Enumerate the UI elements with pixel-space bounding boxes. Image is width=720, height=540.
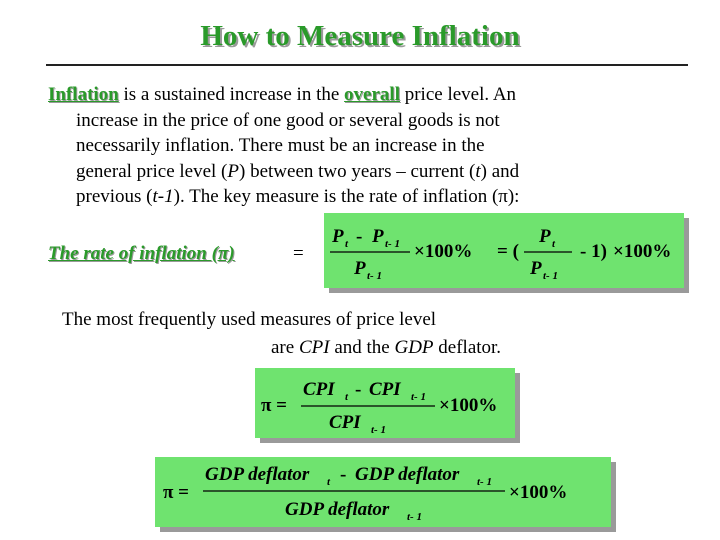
numerator-P-t1: P — [371, 226, 384, 247]
frequent-measures-line-2: are CPI and the GDP deflator. — [271, 337, 502, 358]
ratio-numerator-P-t: P — [538, 226, 551, 247]
svg-text:t: t — [345, 391, 349, 403]
intro-line-4: general price level (P) between two year… — [76, 160, 520, 182]
ratio-denominator-P-t1: P — [529, 258, 542, 279]
intro-line-2: increase in the price of one good or sev… — [76, 109, 500, 131]
pi-equals-gdp: π = — [163, 482, 189, 503]
pi-equals: π = — [261, 395, 287, 416]
svg-text:t- 1: t- 1 — [385, 238, 400, 250]
intro-line-5: previous (t-1). The key measure is the r… — [76, 186, 520, 207]
svg-text:t- 1: t- 1 — [407, 511, 422, 523]
inflation-formula: P t - P t- 1 P t- 1 ×100% = ( P t P t- 1… — [330, 226, 671, 282]
cpi-t1: CPI — [369, 379, 401, 400]
cpi-formula-box: π = CPI t - CPI t- 1 CPI t- 1 ×100% — [255, 368, 515, 438]
cpi-formula: π = CPI t - CPI t- 1 CPI t- 1 ×100% — [261, 379, 497, 436]
title-divider — [46, 64, 688, 66]
cpi-term: CPI — [298, 337, 330, 358]
svg-text:t- 1: t- 1 — [367, 270, 382, 282]
cpi-t1-denominator: CPI — [329, 412, 361, 433]
svg-text:t- 1: t- 1 — [411, 391, 426, 403]
svg-text:t: t — [327, 476, 331, 488]
page-title: How to Measure Inflation — [200, 20, 520, 52]
term-inflation: Inflation — [48, 84, 119, 105]
gdp-deflator-t: GDP deflator — [205, 464, 310, 485]
keyword-overall: overall — [344, 84, 400, 105]
rate-of-inflation-label: The rate of inflation (π) — [48, 243, 235, 264]
svg-text:t: t — [345, 238, 349, 250]
gdp-deflator-formula: π = GDP deflator t - GDP deflator t- 1 G… — [163, 464, 567, 523]
denominator-P-t1: P — [353, 258, 366, 279]
gdp-deflator-formula-box: π = GDP deflator t - GDP deflator t- 1 G… — [155, 457, 611, 527]
cpi-t: CPI — [303, 379, 335, 400]
equals-open-paren: = ( — [497, 241, 519, 262]
times-100-percent-b: ×100% — [613, 241, 671, 262]
times-100-percent: ×100% — [414, 241, 472, 262]
intro-paragraph: Inflation is a sustained increase in the… — [48, 82, 660, 210]
numerator-P-t: P — [331, 226, 344, 247]
svg-text:t- 1: t- 1 — [371, 424, 386, 436]
svg-text:t: t — [552, 238, 556, 250]
svg-text:t- 1: t- 1 — [477, 476, 492, 488]
rate-equals-sign: = — [293, 243, 304, 264]
svg-text:-: - — [356, 226, 362, 247]
intro-line-3: necessarily inflation. There must be an … — [76, 135, 485, 156]
frequent-measures-line-1: The most frequently used measures of pri… — [62, 309, 437, 330]
gdp-deflator-t1-denominator: GDP deflator — [285, 499, 390, 520]
gdp-deflator-t1: GDP deflator — [355, 464, 460, 485]
svg-text:-: - — [355, 379, 361, 400]
inflation-formula-box: P t - P t- 1 P t- 1 ×100% = ( P t P t- 1… — [324, 213, 684, 288]
svg-text:t- 1: t- 1 — [543, 270, 558, 282]
minus-one-close-paren: - 1) — [580, 241, 607, 262]
times-100-percent-cpi: ×100% — [439, 395, 497, 416]
gdp-term: GDP — [394, 337, 434, 358]
intro-line-1: Inflation is a sustained increase in the… — [48, 84, 517, 105]
times-100-percent-gdp: ×100% — [509, 482, 567, 503]
svg-text:-: - — [340, 464, 346, 485]
